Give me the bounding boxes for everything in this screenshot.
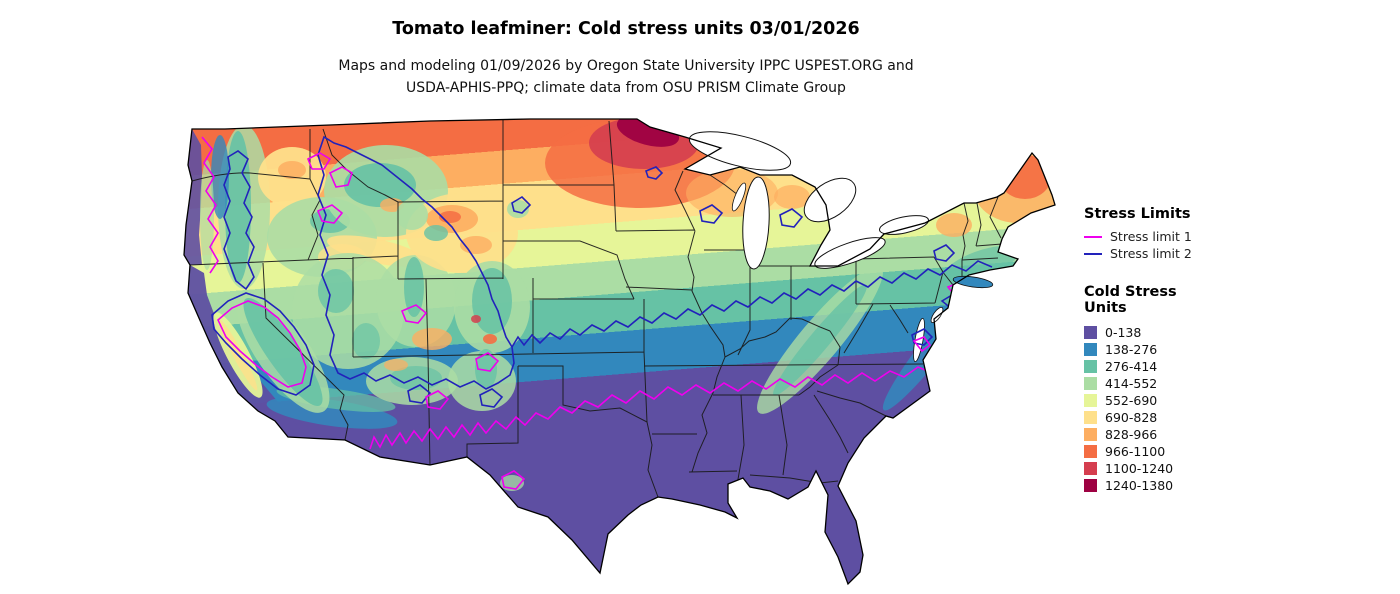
terrain-patch (396, 200, 428, 230)
class-swatch (1084, 445, 1097, 458)
class-swatch (1084, 462, 1097, 475)
terrain-patch (384, 359, 408, 371)
terrain-patch (475, 349, 497, 389)
terrain-patch (424, 225, 448, 241)
terrain-patch (318, 269, 354, 313)
green-bay (731, 182, 747, 212)
water-bodies (688, 131, 944, 363)
stress-limit-1-label: Stress limit 1 (1110, 229, 1192, 244)
class-swatch (1084, 360, 1097, 373)
class-swatch (1084, 326, 1097, 339)
lake-ontario (878, 215, 930, 235)
terrain-patch (278, 161, 306, 179)
subtitle-line-2: USDA-APHIS-PPQ; climate data from OSU PR… (406, 80, 846, 96)
class-range-label: 138-276 (1105, 342, 1158, 357)
legend-class-row: 1240-1380 (1084, 477, 1264, 494)
class-range-label: 276-414 (1105, 359, 1158, 374)
terrain-patch (184, 129, 202, 265)
terrain-patch (471, 315, 481, 323)
class-range-label: 1100-1240 (1105, 461, 1174, 476)
lake-erie (814, 237, 886, 269)
terrain-patch (942, 246, 1018, 284)
class-range-label: 414-552 (1105, 376, 1158, 391)
cold-stress-heading-line1: Cold Stress (1084, 284, 1177, 300)
lake-michigan (742, 176, 770, 270)
class-range-label: 690-828 (1105, 410, 1158, 425)
legend-stress-limit-2: Stress limit 2 (1084, 245, 1264, 262)
class-swatch (1084, 411, 1097, 424)
class-swatch (1084, 479, 1097, 492)
legend-class-row: 828-966 (1084, 426, 1264, 443)
terrain-patch (412, 328, 452, 350)
legend-class-row: 690-828 (1084, 409, 1264, 426)
class-swatch (1084, 377, 1097, 390)
stress-limits-heading: Stress Limits (1084, 206, 1191, 222)
terrain-patch (773, 284, 867, 396)
cold-stress-heading-line2: Units (1084, 300, 1127, 316)
stress-limit-2-line-sample (1084, 252, 1102, 255)
terrain-patch (211, 135, 229, 219)
legend-class-row: 414-552 (1084, 375, 1264, 392)
us-map-container (180, 115, 1070, 590)
class-range-label: 828-966 (1105, 427, 1158, 442)
page-subtitle: Maps and modeling 01/09/2026 by Oregon S… (126, 55, 1126, 99)
terrain-patch (472, 268, 512, 334)
legend-class-row: 1100-1240 (1084, 460, 1264, 477)
us-cold-stress-map (183, 118, 1056, 585)
class-swatch (1084, 343, 1097, 356)
terrain-patch (483, 334, 497, 344)
legend-class-row: 138-276 (1084, 341, 1264, 358)
page-title: Tomato leafminer: Cold stress units 03/0… (392, 19, 860, 39)
subtitle-line-1: Maps and modeling 01/09/2026 by Oregon S… (338, 58, 914, 74)
legend-class-row: 966-1100 (1084, 443, 1264, 460)
class-range-label: 966-1100 (1105, 444, 1166, 459)
legend-stress-limit-1: Stress limit 1 (1084, 228, 1264, 245)
legend: Stress Limits Stress limit 1 Stress limi… (1084, 206, 1264, 494)
terrain-patch (936, 213, 972, 237)
terrain-patch (344, 163, 416, 207)
class-range-label: 0-138 (1105, 325, 1142, 340)
class-swatch (1084, 394, 1097, 407)
legend-class-row: 276-414 (1084, 358, 1264, 375)
class-swatch (1084, 428, 1097, 441)
class-range-label: 552-690 (1105, 393, 1158, 408)
terrain-patch (352, 323, 380, 359)
terrain-patch (999, 155, 1051, 199)
terrain-patch (188, 265, 306, 437)
stress-limit-2-label: Stress limit 2 (1110, 246, 1192, 261)
terrain-patch (200, 160, 214, 270)
lake-huron (803, 177, 857, 223)
terrain-patch (404, 257, 424, 317)
stress-limit-2-contours (211, 135, 993, 408)
terrain-patch (774, 185, 810, 209)
stress-limit-1-line-sample (1084, 235, 1102, 238)
legend-class-row: 0-138 (1084, 324, 1264, 341)
class-range-label: 1240-1380 (1105, 478, 1174, 493)
legend-class-row: 552-690 (1084, 392, 1264, 409)
chesapeake-bay (913, 317, 925, 363)
